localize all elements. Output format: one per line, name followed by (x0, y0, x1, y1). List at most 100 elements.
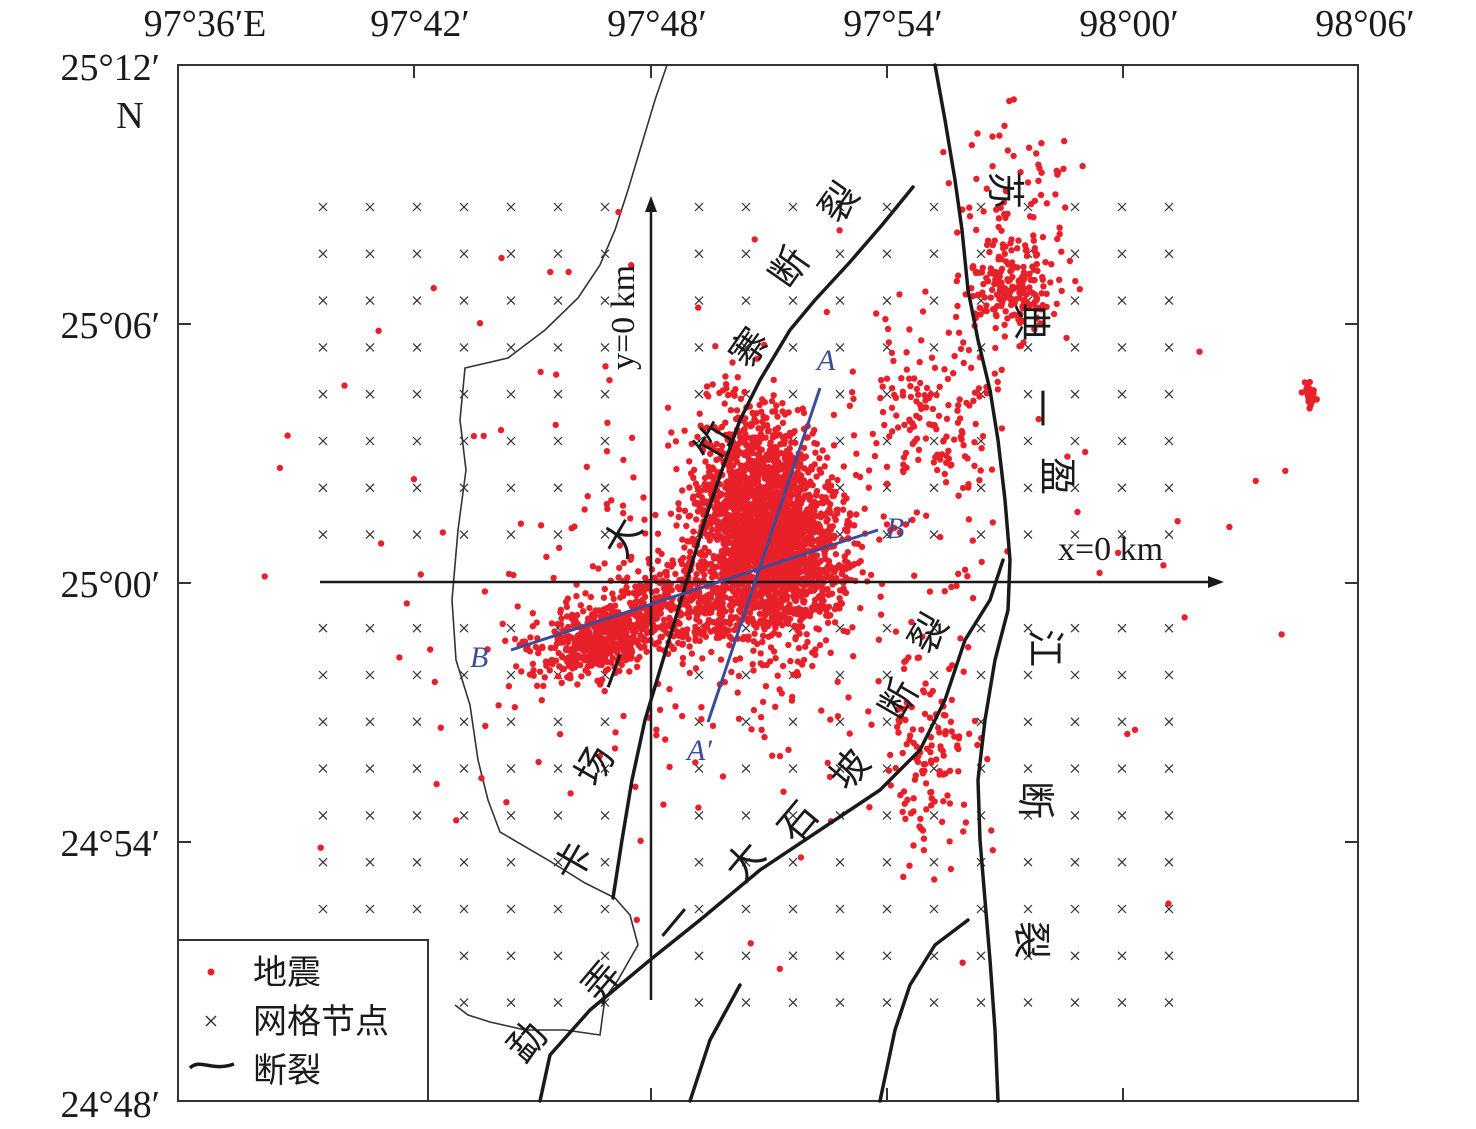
grid-node (929, 623, 939, 633)
earthquake-dot (922, 680, 929, 687)
earthquake-dot (1023, 252, 1031, 259)
fault-name-char: 卡 (547, 835, 602, 889)
earthquake-dot (772, 408, 779, 415)
earthquake-dot (795, 462, 803, 469)
earthquake-dot (770, 648, 778, 655)
earthquake-dot (543, 553, 550, 560)
earthquake-dot (608, 610, 615, 617)
grid-node (1023, 717, 1033, 727)
grid-node (506, 904, 516, 914)
earthquake-dot (998, 279, 1005, 286)
earthquake-dot (915, 391, 922, 398)
earthquake-dot (793, 625, 801, 632)
earthquake-dot (616, 564, 623, 572)
grid-node (506, 951, 516, 961)
earthquake-dot (718, 507, 726, 515)
earthquake-dot (844, 549, 851, 556)
earthquake-dot (689, 535, 696, 542)
earthquake-dot (571, 640, 578, 647)
earthquake-dot (552, 657, 560, 664)
grid-node (318, 717, 328, 727)
earthquake-dot (1009, 273, 1016, 281)
earthquake-dot (517, 520, 525, 527)
earthquake-dot (879, 383, 886, 390)
earthquake-dot (710, 466, 717, 473)
earthquake-dot (716, 389, 723, 397)
earthquake-dot (969, 594, 977, 602)
earthquake-dot (785, 746, 792, 753)
legend-earthquake-symbol (207, 968, 215, 976)
earthquake-dot (739, 499, 746, 506)
earthquake-dot (637, 632, 644, 639)
earthquake-dot (892, 628, 900, 635)
earthquake-dot (417, 571, 424, 578)
earthquake-dot (879, 408, 887, 416)
earthquake-dot (568, 525, 575, 532)
earthquake-dot (742, 542, 749, 549)
grid-node (976, 483, 986, 493)
earthquake-dot (693, 570, 700, 578)
earthquake-dot (797, 617, 804, 624)
earthquake-dot (1043, 200, 1051, 207)
earthquake-dot (691, 500, 699, 507)
earthquake-dot (583, 463, 590, 470)
grid-node (365, 483, 375, 493)
earthquake-dot (688, 440, 695, 447)
earthquake-dot (850, 395, 857, 403)
earthquake-dot (601, 687, 608, 695)
earthquake-dot (706, 531, 714, 538)
grid-node (506, 342, 516, 352)
earthquake-dot (782, 530, 790, 537)
earthquake-dot (734, 689, 741, 696)
grid-node (741, 904, 751, 914)
earthquake-dot (565, 674, 573, 681)
earthquake-dot (727, 539, 734, 546)
earthquake-dot (902, 815, 909, 822)
grid-node (788, 857, 798, 867)
earthquake-dot (734, 374, 741, 381)
grid-node (553, 998, 563, 1008)
earthquake-dot (750, 470, 757, 477)
grid-node (600, 202, 610, 212)
earthquake-dot (532, 643, 539, 651)
earthquake-dot (851, 522, 858, 529)
grid-node (741, 717, 751, 727)
grid-node (318, 342, 328, 352)
grid-node (882, 951, 892, 961)
earthquake-dot (574, 681, 581, 688)
earthquake-dot (734, 522, 741, 529)
earthquake-dot (773, 529, 781, 536)
grid-node (694, 389, 704, 399)
grid-node (882, 904, 892, 914)
earthquake-dot (747, 940, 754, 947)
grid-node (459, 483, 469, 493)
earthquake-dot (825, 591, 832, 599)
earthquake-dot (970, 397, 977, 404)
earthquake-dot (814, 573, 822, 581)
grid-node (1117, 530, 1127, 540)
earthquake-dot (788, 439, 795, 446)
earthquake-dot (751, 537, 758, 545)
earthquake-dot (729, 494, 737, 502)
earthquake-dot (756, 530, 764, 538)
grid-node (459, 998, 469, 1008)
grid-node (788, 904, 798, 914)
earthquake-dot (894, 723, 901, 731)
earthquake-dot (1022, 247, 1030, 254)
earthquake-dot (773, 481, 780, 489)
earthquake-dot (541, 674, 548, 681)
earthquake-dot (585, 656, 592, 663)
grid-node (1117, 389, 1127, 399)
earthquake-dot (931, 876, 938, 883)
earthquake-dot (431, 678, 438, 686)
earthquake-dot (955, 570, 962, 577)
earthquake-dot (616, 667, 623, 675)
earthquake-dot (777, 616, 785, 623)
grid-node (694, 904, 704, 914)
longitude-labels: 97°36′E 97°42′ 97°48′ 97°54′ 98°00′ 98°0… (144, 3, 1415, 45)
earthquake-dot (794, 658, 802, 665)
earthquake-dot (754, 474, 762, 481)
earthquake-dot (616, 653, 623, 660)
earthquake-dot (720, 535, 727, 542)
earthquake-dot (589, 563, 597, 570)
